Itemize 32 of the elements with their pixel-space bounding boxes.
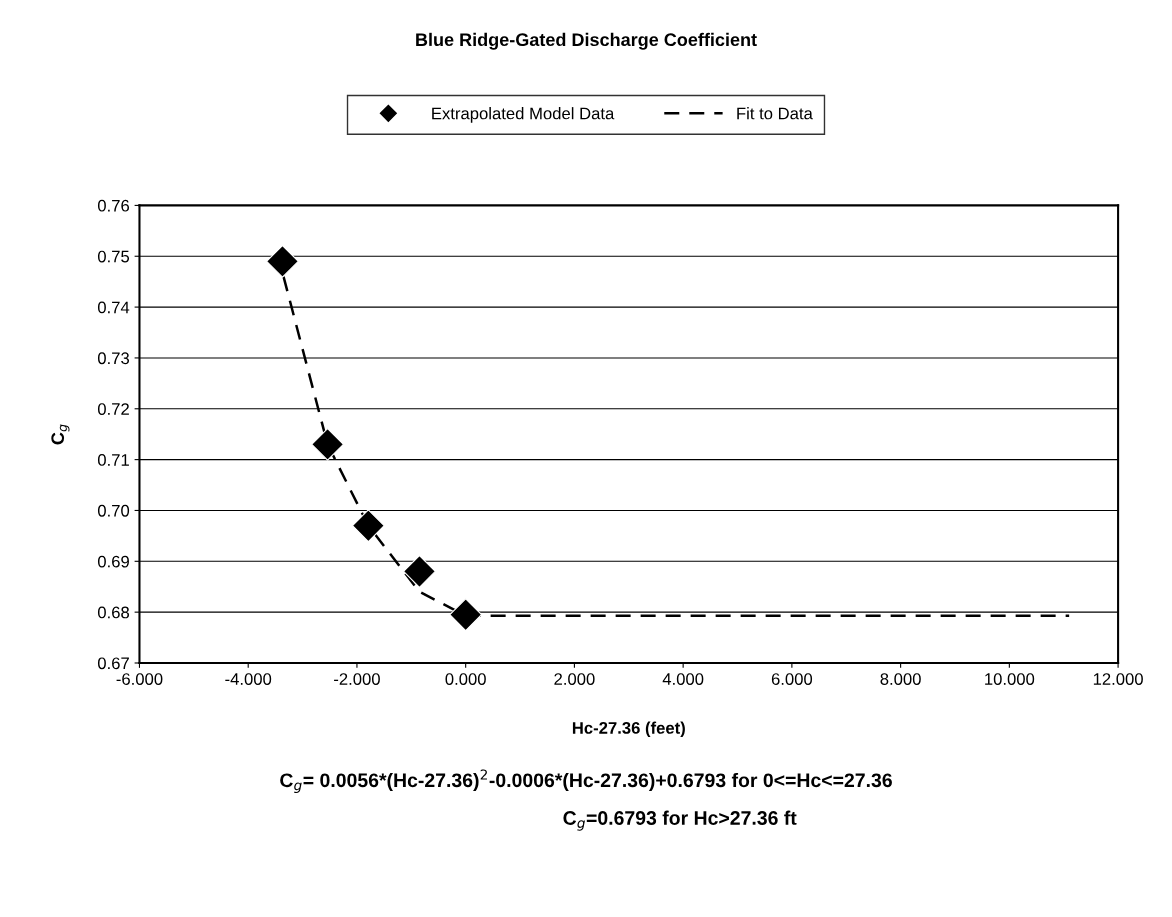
- x-tick-label: 6.000: [771, 673, 813, 685]
- x-tick-label: -2.000: [334, 673, 380, 685]
- x-tick-label: 0.000: [445, 673, 486, 685]
- y-tick-label: 0.71: [97, 454, 129, 466]
- point: [449, 598, 483, 632]
- x-tick-label: 12.000: [1093, 673, 1143, 685]
- chart-title: Blue Ridge-Gated Discharge Coefficient: [416, 32, 757, 50]
- x-tick-label: -6.000: [116, 673, 163, 685]
- y-tick-label: 0.73: [97, 352, 130, 365]
- point: [311, 427, 344, 461]
- x-tick-label: 10.000: [985, 673, 1035, 685]
- x-tick-label: -4.000: [225, 673, 272, 685]
- legend-label: Fit to Data: [737, 107, 813, 120]
- y-tick-label: 0.70: [97, 504, 130, 517]
- text: C$_{g}$=0.6793 for Hc>27.36 ft: [563, 810, 797, 831]
- y-tick-label: 0.67: [97, 657, 129, 670]
- legend-label: Extrapolated Model Data: [432, 107, 615, 123]
- point: [351, 509, 385, 543]
- x-tick-label: 8.000: [880, 673, 921, 685]
- y-tick-label: 0.74: [97, 301, 130, 314]
- point: [266, 244, 299, 278]
- point: [403, 555, 436, 588]
- x-tick-label: 2.000: [554, 673, 595, 685]
- y-axis-title: C$_{g}$: [51, 424, 70, 445]
- y-tick-label: 0.69: [97, 555, 129, 568]
- text: C$_{g}$= 0.0056*(Hc-27.36)$^{2}$-0.0006*(Hc-27.36)+0.6793 for 0<=Hc<=27.36: [280, 769, 892, 793]
- y-tick-label: 0.72: [97, 403, 129, 415]
- x-axis-title: Hc-27.36 (feet): [572, 721, 685, 738]
- x-tick-label: 4.000: [662, 673, 704, 685]
- y-tick-label: 0.75: [97, 250, 130, 263]
- y-tick-label: 0.68: [97, 606, 130, 619]
- y-tick-label: 0.76: [97, 199, 130, 212]
